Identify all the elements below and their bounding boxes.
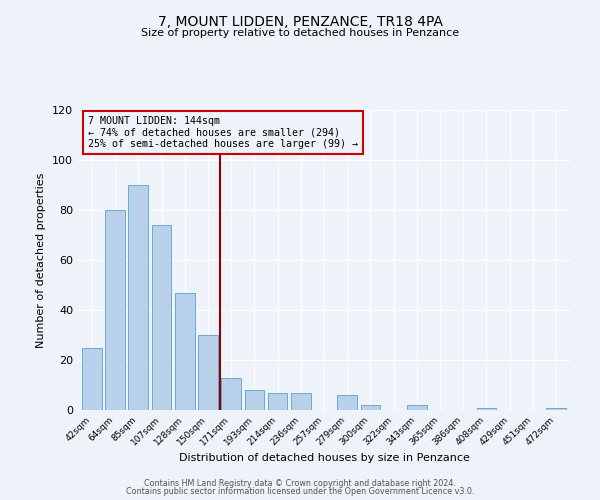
Bar (175, 292, 194, 410)
Bar (337, 395, 357, 410)
Bar (245, 390, 264, 410)
Bar (198, 335, 218, 410)
Bar (152, 225, 172, 410)
Text: 7, MOUNT LIDDEN, PENZANCE, TR18 4PA: 7, MOUNT LIDDEN, PENZANCE, TR18 4PA (157, 15, 443, 29)
Y-axis label: Number of detached properties: Number of detached properties (37, 172, 46, 348)
Bar (407, 405, 427, 410)
Bar (105, 210, 125, 410)
Bar (82, 348, 102, 410)
Bar (476, 408, 496, 410)
Bar (291, 392, 311, 410)
Bar (221, 378, 241, 410)
Bar (546, 408, 566, 410)
Bar (361, 405, 380, 410)
Bar (268, 392, 287, 410)
Bar (128, 185, 148, 410)
Text: Contains HM Land Registry data © Crown copyright and database right 2024.: Contains HM Land Registry data © Crown c… (144, 478, 456, 488)
Text: Size of property relative to detached houses in Penzance: Size of property relative to detached ho… (141, 28, 459, 38)
Text: 7 MOUNT LIDDEN: 144sqm
← 74% of detached houses are smaller (294)
25% of semi-de: 7 MOUNT LIDDEN: 144sqm ← 74% of detached… (88, 116, 358, 149)
X-axis label: Distribution of detached houses by size in Penzance: Distribution of detached houses by size … (179, 452, 469, 462)
Text: Contains public sector information licensed under the Open Government Licence v3: Contains public sector information licen… (126, 487, 474, 496)
